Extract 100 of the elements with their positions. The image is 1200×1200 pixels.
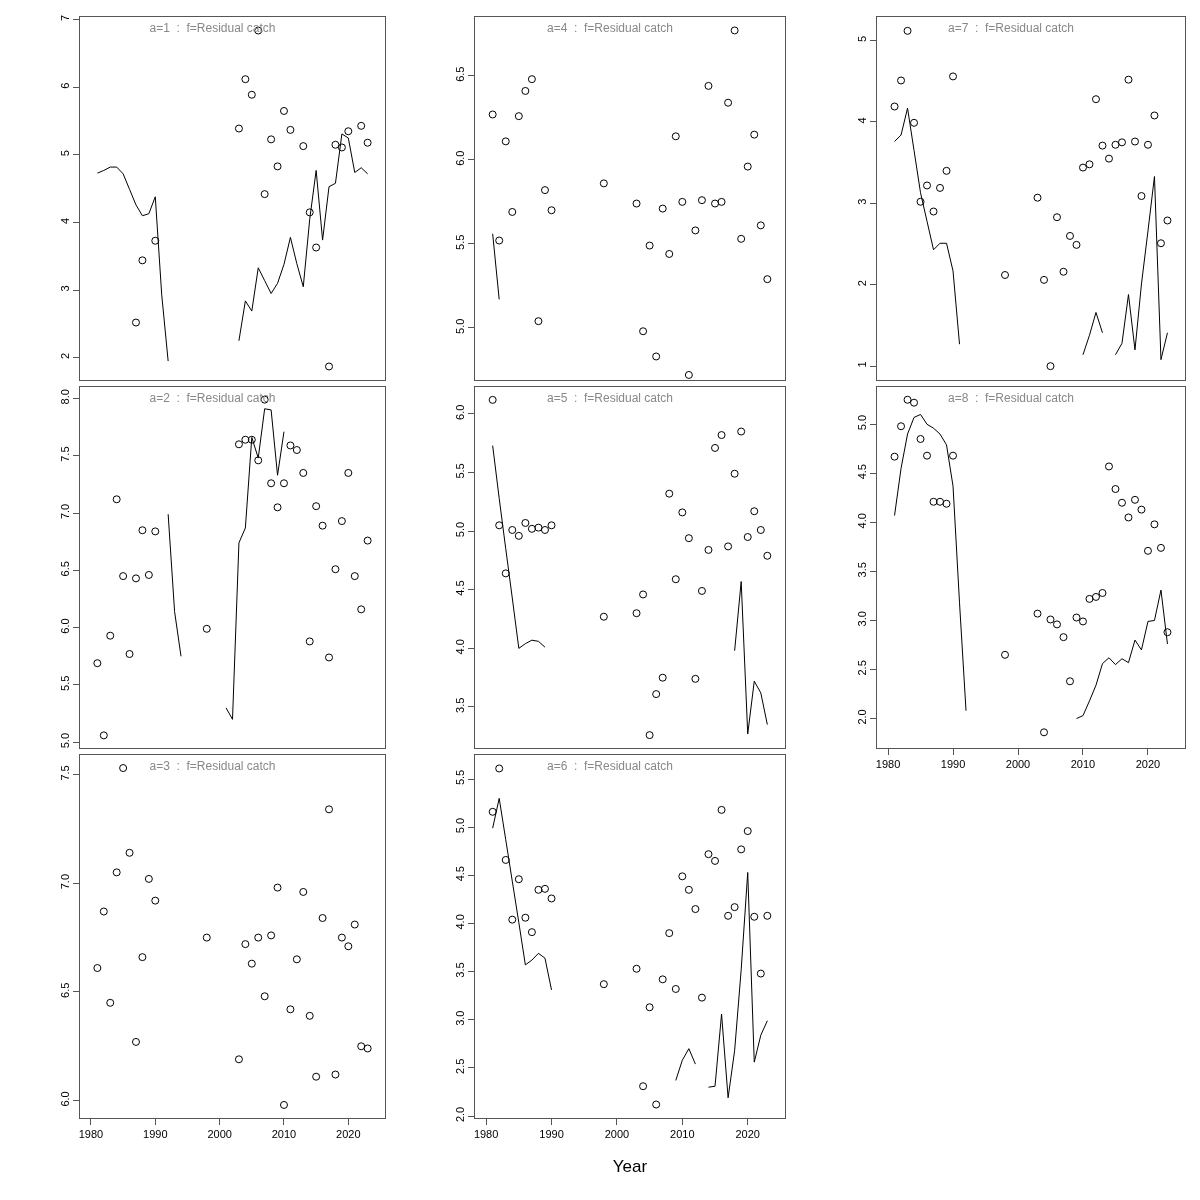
point — [363, 536, 372, 545]
y-tick-label: 5.0 — [453, 817, 466, 834]
point — [247, 435, 256, 444]
y-tick-label: 4.5 — [855, 464, 868, 480]
point — [138, 953, 147, 962]
point — [527, 928, 536, 937]
point — [527, 75, 536, 84]
point — [99, 731, 108, 740]
point — [1098, 141, 1107, 150]
point — [234, 440, 243, 449]
point — [514, 531, 523, 540]
point — [305, 1011, 314, 1020]
point — [93, 964, 102, 973]
point — [521, 913, 530, 922]
point — [534, 317, 543, 326]
point — [897, 422, 906, 431]
point — [125, 848, 134, 857]
point — [1117, 138, 1126, 147]
point — [540, 884, 549, 893]
point — [131, 318, 140, 327]
point — [273, 503, 282, 512]
point — [1072, 240, 1081, 249]
y-tick-label: 4 — [58, 217, 71, 224]
x-tick-label: 2000 — [604, 1128, 630, 1141]
point — [671, 984, 680, 993]
y-tick-label: 7 — [58, 14, 71, 22]
point — [903, 26, 912, 35]
point — [131, 574, 140, 583]
point — [331, 140, 340, 149]
point — [495, 521, 504, 530]
chart-title: a=7 : f=Residual catch — [947, 21, 1075, 36]
point — [151, 236, 160, 245]
chart-title: a=6 : f=Residual catch — [546, 759, 674, 774]
y-tick-label: 5.5 — [453, 234, 466, 250]
point — [704, 545, 713, 554]
y-tick-label: 5.5 — [453, 463, 466, 479]
point — [1104, 462, 1113, 471]
point — [1104, 154, 1113, 163]
point — [521, 86, 530, 95]
point — [1052, 213, 1061, 222]
point — [547, 206, 556, 215]
point — [704, 850, 713, 859]
point — [717, 805, 726, 814]
y-tick-label: 6.0 — [453, 404, 466, 420]
point — [144, 874, 153, 883]
point — [890, 102, 899, 111]
point — [684, 370, 693, 379]
chart-title: a=3 : f=Residual catch — [149, 759, 276, 774]
point — [279, 1100, 288, 1109]
point — [737, 845, 746, 854]
point — [910, 118, 919, 127]
point — [279, 106, 288, 115]
point — [286, 125, 295, 134]
point — [1098, 589, 1107, 598]
point — [1059, 267, 1068, 276]
point — [267, 135, 276, 144]
y-tick-label: 4.5 — [453, 866, 466, 882]
point — [724, 542, 733, 551]
point — [363, 138, 372, 147]
point — [501, 569, 510, 578]
point — [730, 903, 739, 912]
point — [267, 479, 276, 488]
y-tick-label: 2.0 — [855, 709, 868, 725]
point — [1078, 617, 1087, 626]
point — [241, 75, 250, 84]
point — [501, 137, 510, 146]
point — [99, 907, 108, 916]
point — [273, 883, 282, 892]
point — [106, 631, 115, 640]
point — [151, 896, 160, 905]
point — [1085, 160, 1094, 169]
point — [337, 517, 346, 526]
point — [1085, 594, 1094, 603]
point — [119, 572, 128, 581]
y-tick-label: 5.5 — [453, 769, 466, 786]
point — [724, 911, 733, 920]
point — [1163, 628, 1172, 637]
y-tick-label: 8.0 — [58, 389, 71, 405]
point — [350, 920, 359, 929]
y-tick-label: 7.0 — [58, 503, 71, 520]
point — [1040, 275, 1048, 284]
point — [1130, 495, 1139, 504]
x-tick-label: 1990 — [143, 1128, 168, 1141]
point — [1033, 609, 1042, 618]
y-tick-label: 2 — [855, 280, 868, 287]
point — [632, 199, 641, 208]
point — [508, 525, 517, 534]
point — [299, 468, 308, 477]
point — [1078, 163, 1087, 172]
point — [495, 236, 504, 245]
point — [344, 468, 353, 477]
point — [691, 226, 700, 235]
point — [514, 112, 523, 121]
x-tick-label: 2020 — [735, 1128, 760, 1141]
point — [717, 197, 726, 206]
point — [234, 124, 243, 133]
point — [923, 181, 932, 190]
point — [684, 534, 693, 543]
point — [737, 234, 746, 243]
point — [949, 451, 958, 460]
